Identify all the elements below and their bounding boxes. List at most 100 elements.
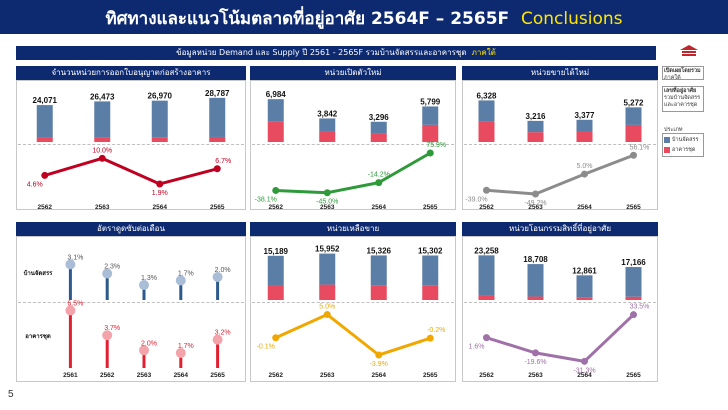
lollipop-dot	[102, 330, 113, 341]
legend-box	[662, 86, 704, 112]
growth-point	[532, 349, 539, 357]
growth-label: -0.1%	[257, 344, 275, 351]
growth-label: -49.2%	[524, 200, 546, 207]
bar-condo	[36, 137, 53, 142]
panel-transfers	[462, 236, 658, 382]
panel-new-sales	[462, 80, 658, 210]
growth-point	[375, 351, 383, 359]
growth-label: -19.6%	[524, 359, 546, 366]
lollipop-dot	[65, 259, 76, 270]
bar-house	[478, 255, 495, 296]
bar-total-label: 24,071	[33, 96, 58, 105]
bar-total-label: 3,216	[525, 112, 546, 121]
divider	[18, 144, 244, 145]
x-tick-label: 2563	[137, 372, 152, 379]
growth-point	[630, 311, 637, 319]
bar-condo	[267, 121, 284, 142]
x-tick-label: 2564	[577, 204, 592, 211]
x-tick-label: 2564	[372, 372, 387, 379]
bar-total-label: 15,189	[264, 247, 289, 256]
panel-header-unsold: หน่วยเหลือขาย	[250, 222, 456, 236]
bar-total-label: 28,787	[205, 89, 230, 98]
page-title-accent: Conclusions	[521, 9, 623, 29]
bar-condo	[94, 137, 111, 142]
panel-header-new-sales: หน่วยขายได้ใหม่	[462, 66, 658, 80]
bar-total-label: 12,861	[572, 266, 597, 275]
x-tick-label: 2565	[626, 204, 641, 211]
growth-label: 56.1%	[630, 144, 650, 151]
x-tick-label: 2564	[174, 372, 189, 379]
bar-condo	[209, 136, 226, 142]
bar-condo	[527, 296, 544, 300]
lollipop-dot	[102, 268, 113, 279]
x-tick-label: 2563	[95, 204, 110, 211]
growth-point	[156, 180, 164, 188]
bar-total-label: 17,166	[621, 258, 646, 267]
growth-line	[44, 156, 218, 186]
lollipop-dot	[212, 334, 223, 345]
lollipop-label: 2.3%	[104, 264, 120, 271]
bar-total-label: 3,377	[574, 111, 595, 120]
growth-point	[41, 171, 49, 179]
legend-header-sub: รวมบ้านจัดสรรและอาคารชุด	[664, 95, 701, 108]
panel-header-new-launch: หน่วยเปิดตัวใหม่	[250, 66, 456, 80]
growth-label: 1.9%	[152, 190, 168, 197]
bar-total-label: 6,984	[266, 90, 287, 99]
lollipop-label: 1.7%	[178, 343, 194, 350]
legend-box	[662, 133, 704, 157]
growth-line	[486, 313, 635, 363]
bar-house	[576, 119, 593, 132]
bar-condo	[527, 132, 544, 142]
legend-item-house: บ้านจัดสรร	[664, 136, 698, 144]
growth-point	[532, 190, 539, 198]
divider	[464, 302, 656, 303]
bar-total-label: 15,326	[367, 246, 392, 255]
lollipop-label: 3.1%	[67, 254, 83, 261]
bar-total-label: 5,799	[420, 97, 441, 106]
bar-condo	[625, 296, 642, 300]
lollipop-dot	[139, 345, 149, 356]
bar-house	[422, 255, 439, 286]
growth-line	[275, 151, 431, 195]
x-tick-label: 2563	[320, 372, 335, 379]
bar-house	[478, 100, 495, 122]
x-tick-label: 2562	[479, 204, 494, 211]
growth-point	[483, 186, 490, 194]
legend-box	[662, 66, 704, 80]
legend-header: เลขที่อยู่อาศัย	[664, 88, 697, 94]
x-tick-label: 2564	[153, 204, 168, 211]
row-label: อาคารชุด	[25, 333, 51, 340]
lollipop-label: 2.0%	[141, 340, 157, 347]
growth-label: 5.0%	[577, 163, 593, 170]
growth-point	[581, 170, 588, 178]
bar-house	[625, 107, 642, 125]
growth-label: 10.0%	[92, 147, 112, 154]
growth-label: 1.6%	[469, 344, 485, 351]
x-tick-label: 2563	[320, 204, 335, 211]
bar-total-label: 15,302	[418, 246, 443, 255]
lollipop-dot	[175, 347, 186, 358]
lollipop-dot	[65, 305, 76, 316]
growth-label: -45.0%	[316, 199, 338, 206]
divider	[252, 302, 454, 303]
bar-house	[319, 118, 336, 132]
growth-line	[275, 313, 431, 357]
bar-condo	[576, 297, 593, 300]
legend-region-value: ภาคใต้	[664, 75, 681, 81]
divider	[252, 144, 454, 145]
legend-region-label: เปิดเผยโดยรวม	[664, 68, 701, 74]
growth-point	[323, 311, 331, 319]
bar-total-label: 23,258	[474, 246, 499, 255]
bar-total-label: 26,473	[90, 92, 115, 101]
x-tick-label: 2565	[210, 204, 225, 211]
panel-permits	[16, 80, 246, 210]
growth-label: 33.5%	[630, 304, 650, 311]
x-tick-label: 2562	[269, 204, 284, 211]
growth-label: -0.2%	[427, 327, 445, 334]
growth-label: 4.6%	[27, 181, 43, 188]
lollipop-dot	[212, 272, 223, 282]
lollipop-dot	[175, 275, 186, 286]
growth-point	[272, 334, 280, 342]
x-tick-label: 2565	[423, 204, 438, 211]
growth-point	[323, 189, 331, 197]
